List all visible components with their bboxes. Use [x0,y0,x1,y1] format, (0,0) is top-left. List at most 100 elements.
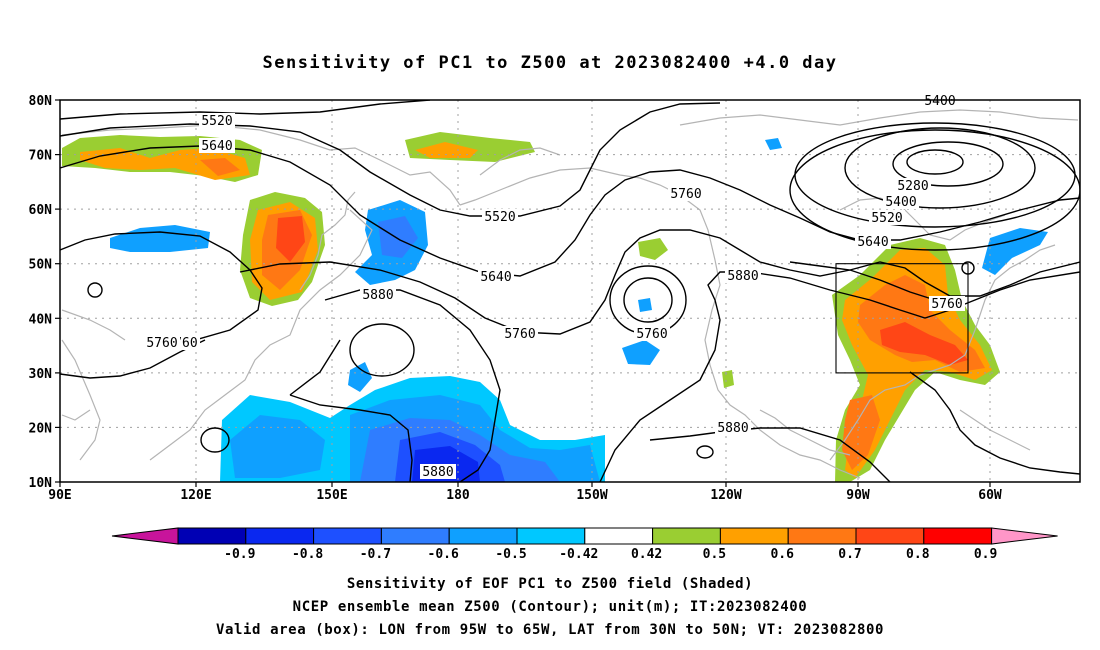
contour-label-text: 5640 [857,235,888,250]
contour-label: 5520 [869,210,905,226]
contour-label-text: 5760 [931,297,962,312]
colorbar-swatch [313,527,382,545]
contour-5400-arctic [844,127,1036,209]
colorbar-swatch [380,527,450,545]
contour-small-tropic-a [200,427,230,453]
contour-label-bg [478,269,514,284]
contour-5880-high-center [349,323,415,377]
contour-label: 5280 [895,178,931,194]
contour-label-bg [420,464,456,479]
contour-5280-arctic [892,141,1004,187]
contour-label-text: 5760 [146,336,177,351]
grid-lines [60,100,1080,482]
lon-axis: 90E 120E 150E 180 150W 120W 90W 60W [48,482,1002,503]
contour-5520-west [60,102,721,217]
positive-core-siberia-inner [200,158,240,176]
contour-label-bg [482,209,518,224]
contour-label-bg [360,287,396,302]
lat-tick-label: 40N [29,312,53,327]
coastline-north-america-east [829,244,1056,461]
lat-axis: 80N 70N 60N 50N 40N 30N 20N 10N [29,94,60,491]
lon-tick-label: 90E [48,488,71,503]
contour-labels: 5400552056405280540055205640576055205640… [144,93,965,480]
valid-area-box [835,263,969,374]
positive-region-gulf [842,395,880,470]
contour-label: 5520 [199,113,235,129]
contour-label-text: 5400 [924,94,955,109]
negative-region-hawaii-cutoff [622,340,660,365]
contour-label-text: 5640 [201,139,232,154]
contour-5880-west-lower [289,339,413,482]
colorbar-label: 0.5 [703,547,726,562]
contour-small-west [87,282,103,298]
contour-label: 5880 [360,287,396,303]
colorbar-label: 0.7 [838,547,861,562]
footer-line-2: NCEP ensemble mean Z500 (Contour); unit(… [293,599,808,615]
colorbar-label: 0.9 [974,547,997,562]
contour-label: 5640 [855,234,891,250]
colorbar-swatch [923,527,993,545]
coastline-alaska [459,167,861,479]
footer-line-3: Valid area (box): LON from 95W to 65W, L… [216,622,884,638]
contour-5880-tropic-east [649,427,891,482]
colorbar-swatch [652,527,721,545]
contour-label: 5760 [929,296,965,312]
contour-label: 5400 [883,194,919,210]
negative-region-midpacific [348,362,372,392]
contour-label-text: 5760 [636,327,667,342]
contour-label-bg [144,335,180,350]
contour-5160-arctic [906,149,964,175]
map-panel [60,100,1080,482]
contour-5760-midpac [239,229,1080,335]
lat-tick-label: 20N [29,421,53,436]
lon-tick-label: 180 [446,488,470,503]
contour-label-bg [725,268,761,283]
contour-label-text: 5880 [362,288,393,303]
contour-label: 5760 [144,335,180,351]
contour-label-bg [502,326,538,341]
contour-label: 5880 [725,268,761,284]
contour-label-text: 5640 [480,270,511,285]
contour-5640-arctic [789,129,1080,251]
colorbar-low-extend [111,527,179,545]
lat-tick-label: 10N [29,476,53,491]
negative-core-tropics-a [230,415,325,478]
coastline-arctic [479,147,561,176]
contour-label-bg [869,210,905,225]
contour-label-bg [199,138,235,153]
colorbar-swatch [516,527,586,545]
contour-small-tropic-b [696,445,714,459]
contour-label-text: 5520 [484,210,515,225]
contour-5760-west [60,231,263,379]
coastline-asia [61,124,461,461]
contour-label: 5640 [199,138,235,154]
colorbar-high-extend [991,527,1058,545]
shaded-sensitivity-field [62,132,1048,482]
contour-label-text: 5760 [670,187,701,202]
contour-label-bg [199,113,235,128]
lat-tick-label: 30N [29,367,53,382]
lat-tick-label: 80N [29,94,53,109]
coastline-greenland [679,109,1079,126]
colorbar-label: 0.6 [770,547,794,562]
positive-core-siberia [80,148,250,180]
contour-label-bg [929,296,965,311]
colorbar-swatch [448,527,518,545]
colorbar-label: 0.8 [906,547,930,562]
colorbar-swatch [177,527,247,545]
lon-tick-label: 120W [710,488,741,503]
contour-label-bg [715,420,751,435]
contour-label-bg [668,186,704,201]
contour-label-text: 5520 [201,114,232,129]
lon-tick-label: 120E [180,488,211,503]
contour-5400-west [60,100,431,120]
contour-label-text: 5880 [422,465,453,480]
colorbar-label: -0.8 [292,547,323,562]
map-frame [59,99,1081,483]
lon-tick-label: 90W [846,488,870,503]
colorbar-swatch [719,527,789,545]
contour-label: 5880 [715,420,751,436]
lon-tick-label: 150E [316,488,347,503]
colorbar-label: -0.6 [428,547,459,562]
lat-tick-label: 50N [29,258,53,273]
